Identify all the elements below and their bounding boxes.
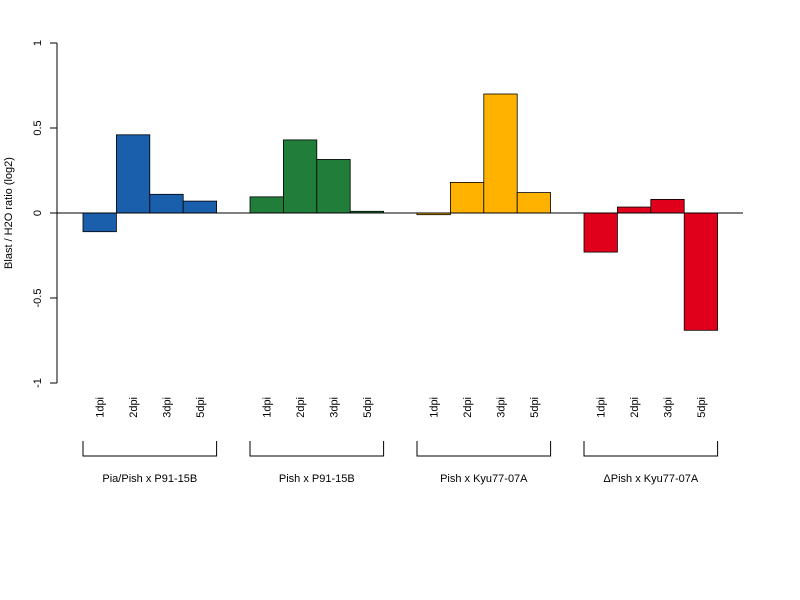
x-tick-labels: 1dpi 2dpi 3dpi 5dpi 1dpi 2dpi 3dpi 5dpi 1dpi 2dpi… bbox=[95, 397, 708, 418]
group-label: Pia/Pish x P91-15B bbox=[102, 473, 197, 485]
bar bbox=[149, 193, 184, 214]
group-bracket bbox=[416, 441, 552, 457]
bar bbox=[516, 192, 552, 214]
bar bbox=[182, 200, 217, 214]
x-tick-label: 2dpi bbox=[128, 397, 140, 418]
group-bracket bbox=[583, 441, 719, 457]
bar bbox=[650, 198, 685, 214]
x-tick-label: 3dpi bbox=[162, 397, 174, 418]
y-tick-label: 0 bbox=[32, 210, 44, 216]
x-tick-label: 2dpi bbox=[629, 397, 641, 418]
x-tick-label: 3dpi bbox=[496, 397, 508, 418]
y-tick-label: 0.5 bbox=[32, 120, 44, 135]
group-label: ΔPish x Kyu77-07A bbox=[603, 473, 698, 485]
y-tick-label: -0.5 bbox=[32, 289, 44, 308]
bar bbox=[483, 93, 518, 214]
group-brackets: Pia/Pish x P91-15B Pish x P91-15B Pish x K… bbox=[82, 441, 719, 485]
x-tick-label: 5dpi bbox=[362, 397, 374, 418]
bar bbox=[82, 212, 117, 233]
group-label: Pish x Kyu77-07A bbox=[440, 473, 528, 485]
y-tick-label: -1 bbox=[32, 378, 44, 388]
x-tick-label: 1dpi bbox=[596, 397, 608, 418]
group-label: Pish x P91-15B bbox=[279, 473, 355, 485]
bar bbox=[449, 181, 485, 214]
x-tick-label: 3dpi bbox=[329, 397, 341, 418]
group-bracket bbox=[82, 441, 218, 457]
bar bbox=[583, 212, 618, 253]
group-bracket bbox=[249, 441, 385, 457]
bar bbox=[116, 134, 151, 214]
bar bbox=[316, 159, 351, 214]
y-tick-label: 1 bbox=[32, 40, 44, 46]
y-axis: -1 -0.5 0 0.5 1 bbox=[32, 40, 58, 388]
bar bbox=[282, 139, 318, 214]
bar bbox=[617, 206, 652, 214]
x-tick-label: 2dpi bbox=[462, 397, 474, 418]
bar bbox=[683, 212, 719, 331]
x-tick-label: 3dpi bbox=[663, 397, 675, 418]
bars bbox=[82, 93, 719, 331]
y-axis-label: Blast / H2O ratio (log2) bbox=[3, 157, 15, 269]
bar bbox=[249, 196, 284, 214]
x-tick-label: 2dpi bbox=[295, 397, 307, 418]
x-tick-label: 5dpi bbox=[696, 397, 708, 418]
x-tick-label: 5dpi bbox=[529, 397, 541, 418]
x-tick-label: 1dpi bbox=[262, 397, 274, 418]
x-tick-label: 1dpi bbox=[95, 397, 107, 418]
x-tick-label: 1dpi bbox=[429, 397, 441, 418]
x-tick-label: 5dpi bbox=[195, 397, 207, 418]
